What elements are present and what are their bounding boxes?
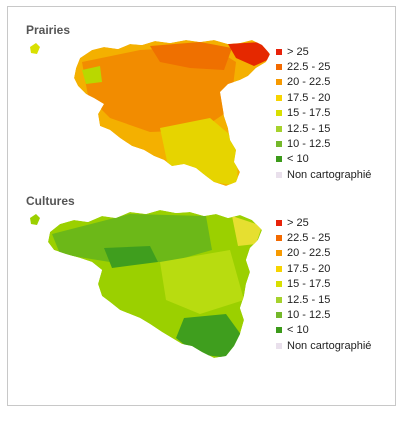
prairies-blob-small-yellow [196, 150, 220, 174]
legend-swatch-17-20 [276, 265, 282, 272]
legend-label-12-15: 12.5 - 15 [287, 293, 331, 306]
legend-label-22-25: 22.5 - 25 [287, 232, 331, 245]
legend-swatch-non-carto [276, 171, 282, 178]
legend-item: 10 - 12.5 [276, 136, 371, 151]
legend-item: 17.5 - 20 [276, 261, 371, 276]
prairies-enclave [30, 43, 40, 54]
legend-item: 22.5 - 25 [276, 230, 371, 245]
legend-swatch-non-carto [276, 342, 282, 349]
map-title-cultures: Cultures [26, 194, 75, 208]
legend-item: Non cartographié [276, 338, 371, 353]
legend-label-lt-10: < 10 [287, 324, 309, 337]
legend-swatch-22-25 [276, 64, 282, 71]
cultures-blob-yellow [232, 216, 262, 246]
legend-item: 12.5 - 15 [276, 292, 371, 307]
legend-swatch-lt-10 [276, 156, 282, 163]
legend-swatch-gt-25 [276, 219, 282, 226]
cultures-blob-light [160, 250, 244, 314]
legend-label-20-22: 20 - 22.5 [287, 247, 331, 260]
legend-swatch-10-12 [276, 141, 282, 148]
legend-label-12-15: 12.5 - 15 [287, 122, 331, 135]
legend-label-gt-25: > 25 [287, 45, 309, 58]
legend-item: 10 - 12.5 [276, 307, 371, 322]
legend-label-17-20: 17.5 - 20 [287, 91, 331, 104]
legend-label-10-12: 10 - 12.5 [287, 138, 331, 151]
cultures-blob-mid-green [52, 214, 212, 262]
legend-item: 17.5 - 20 [276, 90, 371, 105]
legend-label-20-22: 20 - 22.5 [287, 76, 331, 89]
legend-label-22-25: 22.5 - 25 [287, 61, 331, 74]
legend-prairies: > 25 22.5 - 25 20 - 22.5 17.5 - 20 15 - … [276, 44, 371, 183]
legend-label-10-12: 10 - 12.5 [287, 309, 331, 322]
legend-item: < 10 [276, 152, 371, 167]
legend-label-non-carto: Non cartographié [287, 168, 372, 181]
legend-label-non-carto: Non cartographié [287, 339, 372, 352]
legend-label-lt-10: < 10 [287, 153, 309, 166]
legend-item: 20 - 22.5 [276, 246, 371, 261]
legend-item: 15 - 17.5 [276, 277, 371, 292]
legend-swatch-gt-25 [276, 48, 282, 55]
legend-label-15-17: 15 - 17.5 [287, 278, 331, 291]
legend-item: > 25 [276, 215, 371, 230]
map-title-prairies: Prairies [26, 23, 71, 37]
legend-label-15-17: 15 - 17.5 [287, 107, 331, 120]
prairies-blob-red [228, 42, 270, 66]
legend-label-17-20: 17.5 - 20 [287, 262, 331, 275]
legend-cultures: > 25 22.5 - 25 20 - 22.5 17.5 - 20 15 - … [276, 215, 371, 354]
legend-swatch-10-12 [276, 312, 282, 319]
legend-label-gt-25: > 25 [287, 216, 309, 229]
legend-item: > 25 [276, 44, 371, 59]
cultures-enclave [30, 214, 40, 225]
legend-swatch-22-25 [276, 235, 282, 242]
legend-swatch-12-15 [276, 296, 282, 303]
legend-item: 20 - 22.5 [276, 75, 371, 90]
legend-swatch-20-22 [276, 79, 282, 86]
legend-swatch-17-20 [276, 94, 282, 101]
legend-item: < 10 [276, 323, 371, 338]
cultures-blob-dark-green-2 [104, 246, 158, 268]
legend-swatch-15-17 [276, 110, 282, 117]
legend-item: 22.5 - 25 [276, 59, 371, 74]
prairies-blob-light-green [82, 66, 102, 84]
legend-swatch-12-15 [276, 125, 282, 132]
prairies-blob-dark-orange [150, 42, 232, 70]
legend-item: 15 - 17.5 [276, 106, 371, 121]
legend-swatch-15-17 [276, 281, 282, 288]
legend-swatch-20-22 [276, 250, 282, 257]
legend-swatch-lt-10 [276, 327, 282, 334]
legend-item: Non cartographié [276, 167, 371, 182]
legend-item: 12.5 - 15 [276, 121, 371, 136]
